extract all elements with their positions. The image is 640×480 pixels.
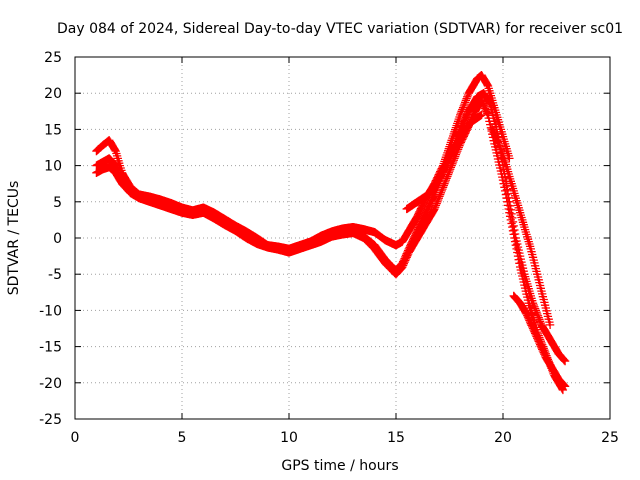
series-track-b (92, 89, 570, 366)
series-track-e (509, 291, 570, 391)
data-points (92, 70, 570, 395)
grid (75, 57, 610, 419)
chart-title: Day 084 of 2024, Sidereal Day-to-day VTE… (57, 21, 623, 37)
x-tick-label: 20 (494, 430, 512, 446)
plus-markers (488, 125, 555, 330)
series-track-d (402, 110, 486, 214)
y-tick-label: -10 (39, 303, 62, 319)
plus-markers (402, 110, 486, 214)
x-tick-label: 10 (280, 430, 298, 446)
y-tick-label: 10 (44, 159, 62, 175)
x-tick-label: 25 (601, 430, 619, 446)
plus-markers (509, 291, 570, 391)
y-axis-label: SDTVAR / TECUs (6, 181, 22, 296)
plus-markers (92, 89, 570, 366)
x-tick-label: 15 (387, 430, 405, 446)
x-tick-label: 5 (178, 430, 187, 446)
y-tick-label: -25 (39, 412, 62, 428)
y-tick-label: -15 (39, 340, 62, 356)
axis-ticks: 0 5 10 15 20 25 -25 -20 -15 -10 -5 0 5 10 15 20 25 (39, 50, 619, 446)
y-tick-label: 25 (44, 50, 62, 66)
y-tick-label: -20 (39, 376, 62, 392)
x-tick-label: 0 (71, 430, 80, 446)
y-tick-label: 5 (53, 195, 62, 211)
y-tick-label: 0 (53, 231, 62, 247)
y-tick-label: 15 (44, 122, 62, 138)
y-tick-label: -5 (48, 267, 62, 283)
series-track-f (488, 125, 555, 330)
x-axis-label: GPS time / hours (281, 458, 398, 474)
y-tick-label: 20 (44, 86, 62, 102)
